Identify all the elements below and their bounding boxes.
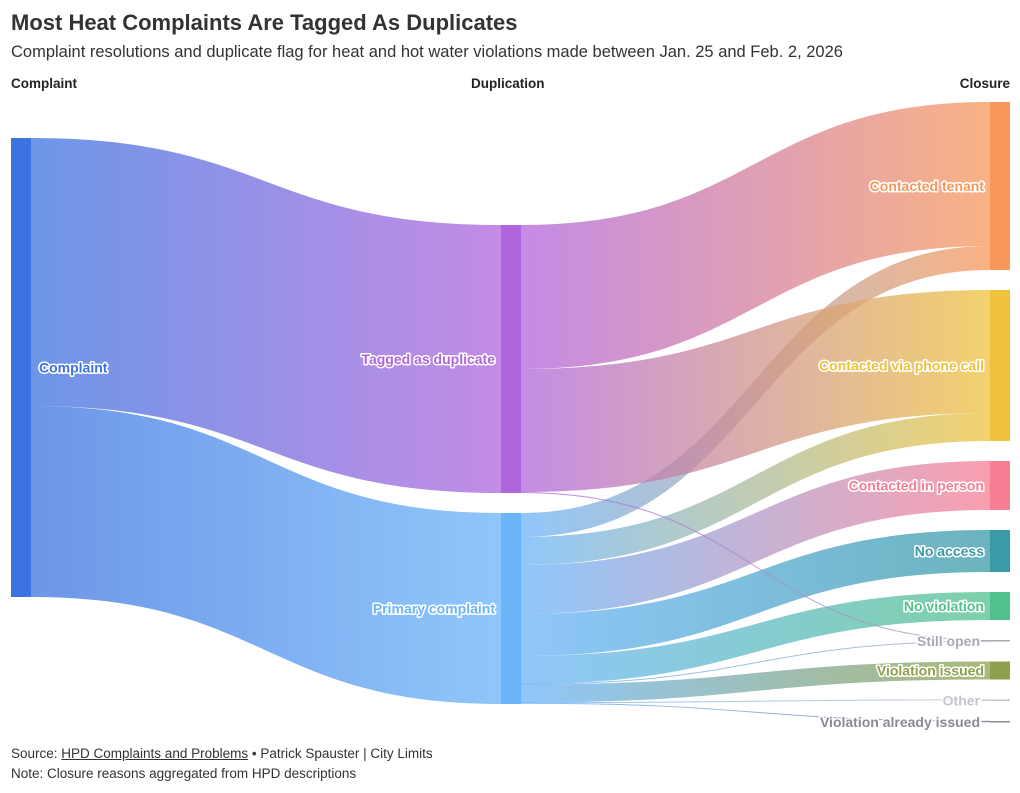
link-primary-to-already	[520, 702, 991, 722]
node-label-open: Still open	[917, 633, 980, 649]
node-noviol	[990, 592, 1010, 620]
link-complaint-to-primary	[31, 406, 501, 704]
node-violissued	[990, 661, 1010, 680]
node-label-violissued: Violation issued	[877, 663, 984, 679]
link-primary-to-person	[521, 461, 990, 614]
link-primary-to-phone	[521, 413, 990, 565]
node-label-noviol: No violation	[904, 598, 984, 614]
node-noaccess	[990, 530, 1010, 572]
node-complaint	[11, 138, 31, 597]
note-line: Note: Closure reasons aggregated from HP…	[11, 766, 357, 781]
link-primary-to-open	[520, 640, 991, 685]
source-link[interactable]: HPD Complaints and Problems	[61, 746, 249, 761]
node-label-noaccess: No access	[915, 543, 984, 559]
source-credit: • Patrick Spauster | City Limits	[248, 746, 433, 761]
link-tagged-to-tenant	[521, 102, 990, 369]
link-primary-to-noviol	[521, 592, 990, 684]
node-label-tenant: Contacted tenant	[870, 178, 985, 194]
node-phone	[990, 290, 1010, 441]
node-primary	[501, 513, 521, 704]
chart-title: Most Heat Complaints Are Tagged As Dupli…	[11, 10, 518, 35]
node-tagged	[501, 225, 521, 493]
link-tagged-to-phone	[521, 290, 990, 492]
node-label-tagged: Tagged as duplicate	[361, 351, 495, 367]
chart-subtitle: Complaint resolutions and duplicate flag…	[11, 43, 843, 61]
source-prefix: Source:	[11, 746, 62, 761]
link-primary-to-violissued	[521, 661, 990, 703]
column-header-complaint: Complaint	[11, 76, 77, 91]
links	[31, 102, 991, 722]
link-primary-to-noaccess	[521, 530, 990, 656]
node-label-other: Other	[943, 692, 981, 708]
node-label-primary: Primary complaint	[373, 601, 495, 617]
link-primary-to-other	[520, 699, 991, 704]
node-tenant	[990, 102, 1010, 270]
node-label-phone: Contacted via phone call	[819, 358, 984, 374]
node-person	[990, 461, 1010, 510]
column-header-duplication: Duplication	[471, 76, 545, 91]
link-complaint-to-tagged	[31, 138, 501, 493]
source-line: Source: HPD Complaints and Problems • Pa…	[11, 746, 433, 761]
column-header-closure: Closure	[959, 76, 1010, 91]
node-label-complaint: Complaint	[39, 360, 108, 376]
link-tagged-to-open	[520, 492, 991, 641]
node-label-person: Contacted in person	[849, 478, 984, 494]
node-label-already: Violation already issued	[820, 714, 980, 730]
